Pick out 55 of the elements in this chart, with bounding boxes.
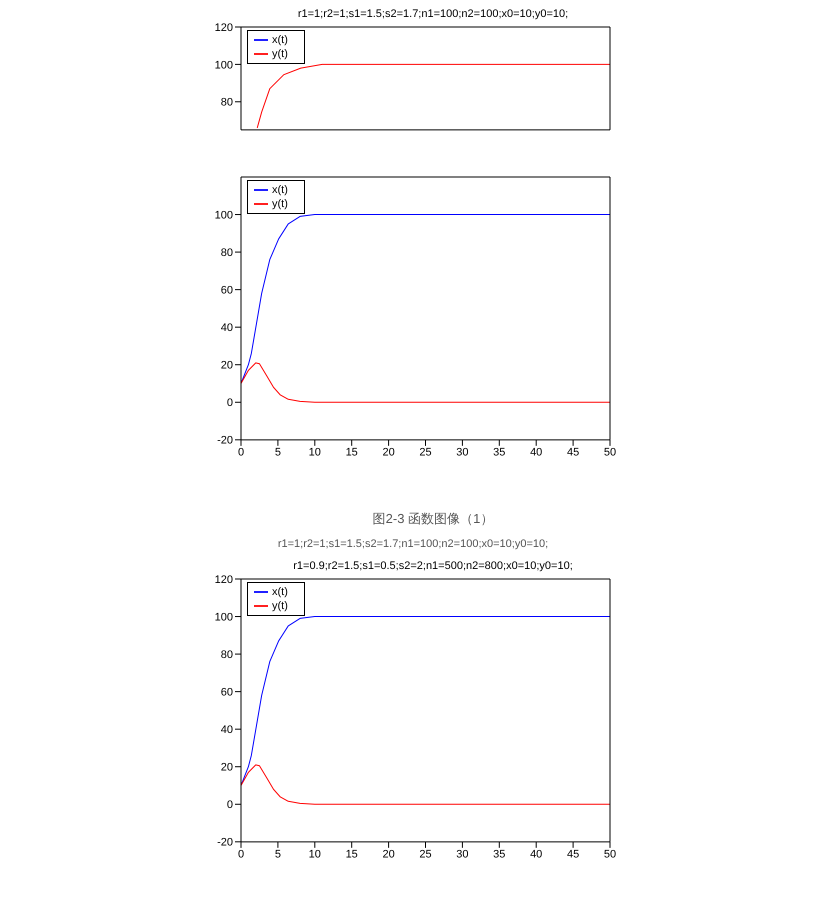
legend-label: x(t) xyxy=(272,184,288,196)
legend-label: y(t) xyxy=(272,48,288,60)
y-tick-label: 100 xyxy=(214,59,233,72)
x-tick-label: 25 xyxy=(419,446,432,459)
y-tick-label: 40 xyxy=(220,724,233,736)
y-tick-label: 120 xyxy=(214,574,233,586)
y-tick-label: 100 xyxy=(214,209,233,222)
x-tick-label: 30 xyxy=(456,446,469,459)
y-tick-label: 40 xyxy=(220,322,233,334)
x-tick-label: 30 xyxy=(456,848,469,861)
x-tick-label: 0 xyxy=(238,446,244,459)
x-tick-label: 5 xyxy=(274,848,281,861)
x-tick-label: 40 xyxy=(530,446,542,459)
chart-title: r1=1;r2=1;s1=1.5;s2=1.7;n1=100;n2=100;x0=10;y0=10; xyxy=(296,8,570,20)
text: r1=1;r2=1;s1=1.5;s2=1.7;n1=100;n2=100;x0=10;y0=10; xyxy=(276,538,550,550)
y-tick-label: -20 xyxy=(217,434,233,447)
x-tick-label: 35 xyxy=(493,848,506,861)
legend-label: y(t) xyxy=(272,600,288,612)
x-tick-label: 20 xyxy=(382,446,395,459)
line-series xyxy=(256,64,610,128)
y-tick-label: 100 xyxy=(214,611,233,624)
x-tick-label: 50 xyxy=(604,848,616,861)
line-series xyxy=(241,764,610,805)
x-tick-label: 10 xyxy=(308,848,321,861)
legend-label: y(t) xyxy=(272,198,288,210)
x-tick-label: 45 xyxy=(566,848,580,861)
chart-title: r1=0.9;r2=1.5;s1=0.5;s2=2;n1=500;n2=800;x0=10;y0=10; xyxy=(292,560,574,572)
x-tick-label: 40 xyxy=(530,848,542,861)
x-tick-label: 20 xyxy=(382,848,395,861)
caption: 图2-3 函数图像（1） xyxy=(372,510,494,528)
y-tick-label: 80 xyxy=(220,96,233,109)
x-tick-label: 0 xyxy=(238,848,244,861)
line-series xyxy=(241,214,610,384)
y-tick-label: 120 xyxy=(214,22,233,34)
y-tick-label: 0 xyxy=(226,397,233,410)
legend-label: x(t) xyxy=(272,34,288,46)
x-tick-label: 10 xyxy=(308,446,321,459)
y-tick-label: 0 xyxy=(226,799,233,812)
x-tick-label: 35 xyxy=(493,446,506,459)
x-tick-label: 15 xyxy=(346,848,358,861)
x-tick-label: 25 xyxy=(419,848,432,861)
y-tick-label: 20 xyxy=(220,360,233,372)
y-tick-label: 80 xyxy=(220,246,233,259)
y-tick-label: 80 xyxy=(220,648,233,661)
y-tick-label: 20 xyxy=(220,762,233,774)
line-series xyxy=(241,616,610,786)
legend-label: x(t) xyxy=(272,586,288,598)
x-tick-label: 5 xyxy=(274,446,281,459)
line-series xyxy=(241,362,610,403)
x-tick-label: 50 xyxy=(604,446,616,459)
x-tick-label: 45 xyxy=(566,446,580,459)
y-tick-label: 60 xyxy=(220,284,233,297)
x-tick-label: 15 xyxy=(346,446,358,459)
y-tick-label: 60 xyxy=(220,686,233,699)
y-tick-label: -20 xyxy=(217,836,233,849)
